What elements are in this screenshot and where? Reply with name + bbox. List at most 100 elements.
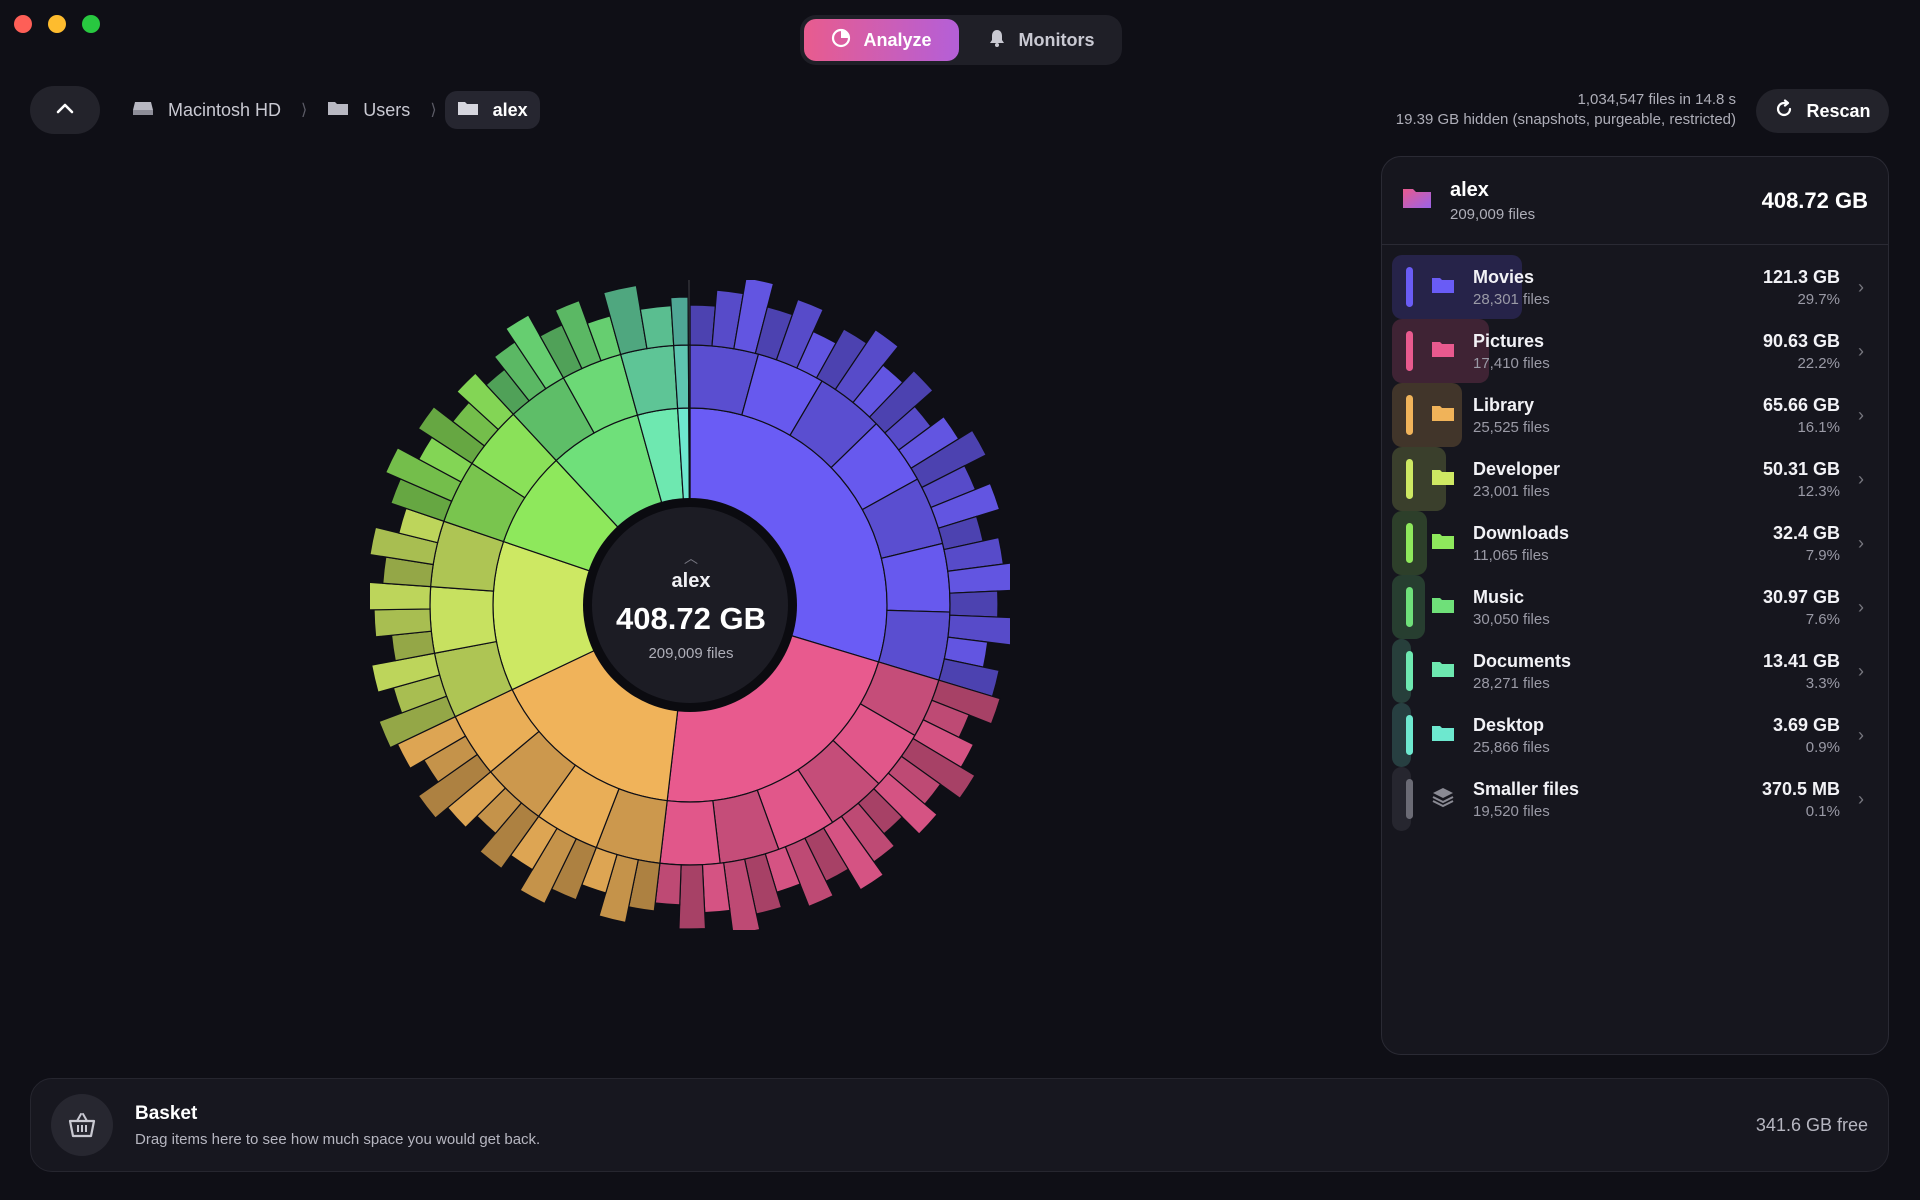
folder-row[interactable]: Movies 28,301 files 121.3 GB 29.7% ›: [1392, 255, 1878, 319]
folder-icon: [327, 99, 349, 122]
color-swatch: [1406, 331, 1413, 371]
chevron-right-icon: ›: [1858, 276, 1864, 297]
folder-percent: 29.7%: [1797, 290, 1840, 308]
panel-folder-name: alex: [1450, 178, 1489, 201]
folder-files: 28,271 files: [1473, 674, 1550, 692]
sunburst-ring3-segment[interactable]: [639, 304, 675, 350]
chevron-right-icon: ›: [1858, 340, 1864, 361]
center-folder-files: 209,009 files: [648, 645, 734, 662]
drive-icon: [132, 99, 154, 122]
close-window-button[interactable]: [14, 15, 32, 33]
folder-icon: [1431, 403, 1455, 428]
sunburst-ring1-segment[interactable]: [688, 407, 691, 501]
sunburst-ring3-segment[interactable]: [687, 280, 691, 346]
breadcrumb-label: Macintosh HD: [168, 99, 282, 120]
sunburst-ring3-segment[interactable]: [949, 590, 999, 618]
breadcrumb-macintosh-hd[interactable]: Macintosh HD: [120, 91, 293, 129]
folder-name: Library: [1473, 394, 1535, 415]
folder-size: 30.97 GB: [1762, 586, 1840, 607]
stack-icon: [1431, 786, 1455, 813]
folder-name: Music: [1473, 586, 1525, 607]
basket-dropzone[interactable]: Basket Drag items here to see how much s…: [30, 1078, 1889, 1172]
sunburst-ring3-segment[interactable]: [678, 864, 707, 930]
chevron-up-icon: ︿: [684, 550, 698, 566]
folder-size: 13.41 GB: [1762, 650, 1840, 671]
sunburst-ring2-segment[interactable]: [687, 344, 691, 409]
sunburst-ring3-segment[interactable]: [670, 296, 689, 347]
folder-row[interactable]: Library 25,525 files 65.66 GB 16.1% ›: [1392, 383, 1878, 447]
folder-name: Desktop: [1473, 714, 1545, 735]
minimize-window-button[interactable]: [48, 15, 66, 33]
scan-files-count: 1,034,547 files in 14.8 s: [1577, 91, 1736, 108]
color-swatch: [1406, 779, 1413, 819]
basket-icon: [51, 1094, 113, 1156]
folder-row[interactable]: Music 30,050 files 30.97 GB 7.6% ›: [1392, 575, 1878, 639]
color-swatch: [1406, 267, 1413, 307]
breadcrumb-users[interactable]: Users: [315, 91, 422, 129]
folder-percent: 0.9%: [1805, 738, 1840, 756]
center-folder-size: 408.72 GB: [616, 601, 766, 636]
folder-percent: 12.3%: [1797, 482, 1840, 500]
folder-percent: 7.9%: [1805, 546, 1840, 564]
folder-files: 19,520 files: [1473, 802, 1550, 820]
chevron-right-icon: ›: [1858, 468, 1864, 489]
sunburst-ring2-segment[interactable]: [659, 800, 721, 866]
sunburst-ring3-segment[interactable]: [373, 608, 432, 638]
folder-files: 28,301 files: [1473, 290, 1550, 308]
folder-row[interactable]: Pictures 17,410 files 90.63 GB 22.2% ›: [1392, 319, 1878, 383]
scan-summary: 1,034,547 files in 14.8 s 19.39 GB hidde…: [1396, 90, 1736, 130]
folder-list-panel: alex 209,009 files 408.72 GB Movies 28,30…: [1381, 156, 1889, 1055]
rescan-label: Rescan: [1806, 100, 1871, 121]
folder-icon: [1431, 595, 1455, 620]
folder-files: 25,866 files: [1473, 738, 1550, 756]
folder-size: 50.31 GB: [1762, 458, 1840, 479]
folder-icon: [1431, 659, 1455, 684]
folder-row[interactable]: Downloads 11,065 files 32.4 GB 7.9% ›: [1392, 511, 1878, 575]
folder-percent: 3.3%: [1805, 674, 1840, 692]
folder-row[interactable]: Desktop 25,866 files 3.69 GB 0.9% ›: [1392, 703, 1878, 767]
free-space: 341.6 GB free: [1755, 1114, 1868, 1135]
folder-percent: 16.1%: [1797, 418, 1840, 436]
rescan-button[interactable]: Rescan: [1756, 89, 1889, 133]
folder-row[interactable]: Developer 23,001 files 50.31 GB 12.3% ›: [1392, 447, 1878, 511]
chevron-right-icon: ›: [1858, 532, 1864, 553]
folder-name: Smaller files: [1473, 778, 1580, 799]
folder-name: Movies: [1473, 266, 1535, 287]
color-swatch: [1406, 459, 1413, 499]
folder-name: Downloads: [1473, 522, 1570, 543]
navigate-up-button[interactable]: [30, 86, 100, 134]
panel-folder-files: 209,009 files: [1450, 205, 1536, 223]
folder-row[interactable]: Smaller files 19,520 files 370.5 MB 0.1% ›: [1392, 767, 1878, 831]
breadcrumb-label: alex: [492, 99, 528, 120]
window-controls: [14, 15, 100, 33]
tab-analyze[interactable]: Analyze: [804, 19, 959, 61]
folder-size: 3.69 GB: [1772, 714, 1840, 735]
breadcrumb: Macintosh HD ⟩ Users ⟩ alex: [120, 91, 540, 129]
center-folder-name: alex: [671, 570, 711, 592]
folder-size: 370.5 MB: [1761, 778, 1840, 799]
breadcrumb-label: Users: [363, 99, 411, 120]
chevron-right-icon: ›: [1858, 660, 1864, 681]
chevron-right-icon: ›: [1858, 724, 1864, 745]
chevron-right-icon: ›: [1858, 596, 1864, 617]
folder-files: 11,065 files: [1473, 546, 1549, 564]
chevron-up-icon: [55, 101, 75, 120]
color-swatch: [1406, 523, 1413, 563]
folder-name: Developer: [1473, 458, 1561, 479]
sunburst-ring3-segment[interactable]: [689, 304, 717, 347]
folder-percent: 0.1%: [1805, 802, 1840, 820]
sunburst-center[interactable]: ︿ alex 408.72 GB 209,009 files: [591, 500, 791, 710]
color-swatch: [1406, 715, 1413, 755]
color-swatch: [1406, 395, 1413, 435]
tab-monitors[interactable]: Monitors: [963, 19, 1118, 61]
folder-icon: [1431, 723, 1455, 748]
breadcrumb-alex[interactable]: alex: [444, 91, 540, 129]
folder-size: 32.4 GB: [1772, 522, 1840, 543]
panel-header: alex 209,009 files 408.72 GB: [1382, 157, 1888, 245]
sunburst-chart[interactable]: [370, 280, 1010, 930]
maximize-window-button[interactable]: [82, 15, 100, 33]
basket-title: Basket: [135, 1102, 198, 1124]
folder-row[interactable]: Documents 28,271 files 13.41 GB 3.3% ›: [1392, 639, 1878, 703]
sunburst-ring2-segment[interactable]: [429, 586, 498, 654]
folder-percent: 7.6%: [1805, 610, 1840, 628]
